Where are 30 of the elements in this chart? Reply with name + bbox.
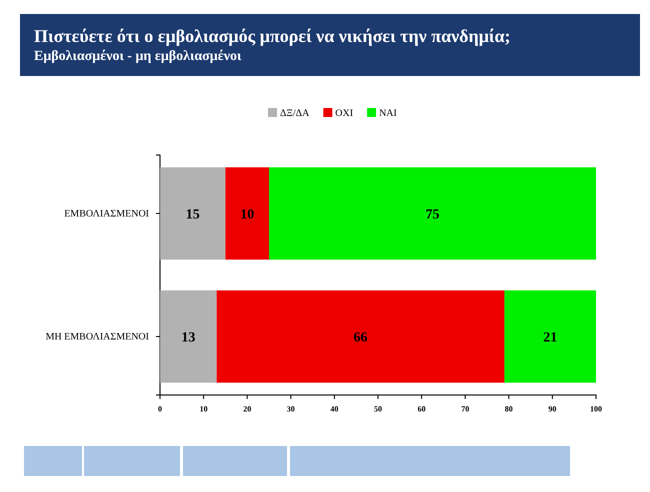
x-tick-label: 60 bbox=[418, 404, 426, 414]
bar bbox=[269, 167, 596, 260]
legend-label: ΔΞ/ΔΑ bbox=[280, 108, 310, 119]
x-tick-label: 90 bbox=[548, 404, 556, 414]
bar bbox=[225, 167, 269, 260]
data-label: 13 bbox=[181, 330, 196, 346]
bar bbox=[160, 290, 217, 383]
data-label: 75 bbox=[426, 207, 440, 222]
bar bbox=[504, 290, 596, 383]
x-tick-label: 50 bbox=[374, 404, 382, 414]
data-label: 66 bbox=[354, 330, 368, 346]
x-tick-label: 100 bbox=[590, 404, 602, 414]
x-tick-label: 30 bbox=[286, 404, 295, 414]
data-label: 15 bbox=[186, 207, 200, 222]
bar bbox=[216, 290, 504, 383]
data-label: 10 bbox=[240, 207, 254, 222]
data-label: 21 bbox=[543, 330, 558, 346]
x-tick-label: 0 bbox=[158, 404, 162, 414]
legend-label: ΟΧΙ bbox=[335, 108, 354, 119]
y-tick-label: ΕΜΒΟΛΙΑΣΜΕΝΟΙ bbox=[64, 208, 149, 220]
bar bbox=[160, 167, 226, 260]
x-tick-label: 70 bbox=[461, 404, 470, 414]
x-tick-label: 40 bbox=[330, 404, 338, 414]
legend-label: ΝΑΙ bbox=[379, 108, 397, 119]
chart-title: Πιστεύετε ότι ο εμβολιασμός μπορεί να νικήσει την πανδημία; bbox=[34, 26, 511, 46]
x-tick-label: 20 bbox=[243, 404, 252, 414]
x-tick-label: 10 bbox=[200, 404, 208, 414]
y-tick-label: ΜΗ ΕΜΒΟΛΙΑΣΜΕΝΟΙ bbox=[46, 332, 149, 343]
x-tick-label: 80 bbox=[504, 404, 513, 414]
chart-subtitle: Εμβολιασμένοι - μη εμβολιασμένοι bbox=[34, 49, 242, 64]
